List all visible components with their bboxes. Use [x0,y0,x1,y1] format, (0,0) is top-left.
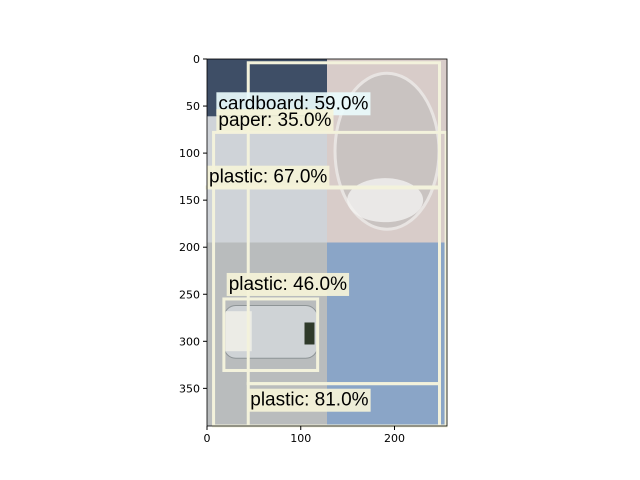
powder-shape [347,178,424,223]
label-text: paper: 35.0% [218,110,331,131]
detection-labels: cardboard: 59.0%paper: 35.0% plastic: 67.… [207,92,371,412]
y-tick-label: 0 [193,53,200,66]
x-tick-label: 200 [384,432,405,445]
bounding-box-3 [222,297,320,372]
detection-label-3: plastic: 46.0% [226,272,350,296]
y-tick-label: 200 [179,241,200,254]
y-tick-label: 100 [179,147,200,160]
x-tick-label: 0 [204,432,211,445]
y-axis: 0 50 100 150 200 250 300 350 [179,53,207,395]
detection-label-4: plastic: 81.0% [248,388,371,412]
bottle-cap-shape [304,322,315,345]
axes-frame [206,58,448,427]
label-text: plastic: 67.0% [209,167,327,188]
label-background [216,109,334,133]
label-background [207,165,330,189]
y-tick-label: 50 [186,100,200,113]
label-text: plastic: 46.0% [229,274,347,295]
label-background [226,272,350,296]
label-background [248,388,371,412]
x-tick-label: 100 [290,432,311,445]
detection-label-1: paper: 35.0% [216,109,334,133]
y-tick-label: 300 [179,335,200,348]
label-text: plastic: 81.0% [250,390,368,411]
y-tick-label: 350 [179,382,200,395]
label-text: cardboard: 59.0% [218,93,368,114]
y-tick-label: 250 [179,288,200,301]
y-tick-label: 150 [179,194,200,207]
detection-label-2: plastic: 67.0% [207,165,330,189]
x-axis: 0 100 200 [204,426,405,445]
